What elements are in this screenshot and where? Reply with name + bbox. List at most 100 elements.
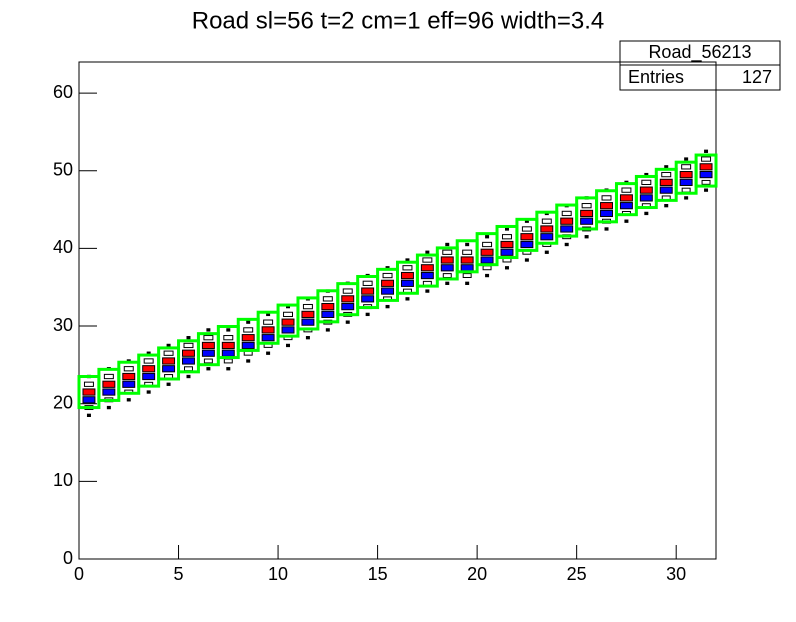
hit-box: [440, 264, 454, 272]
hit-box: [102, 388, 116, 396]
hit-box: [302, 303, 313, 310]
hit-box: [561, 210, 572, 217]
hit-box: [460, 264, 474, 272]
hit-box: [381, 279, 395, 287]
hit-box: [246, 320, 251, 324]
hit-box: [402, 265, 413, 271]
hit-box: [524, 258, 529, 262]
hit-box: [321, 303, 335, 311]
x-tick-label: 5: [174, 564, 184, 584]
hit-box: [305, 336, 310, 340]
hit-box: [123, 366, 134, 372]
hit-box: [82, 396, 96, 404]
hit-box: [445, 281, 450, 285]
hit-box: [679, 170, 693, 179]
hit-box: [701, 179, 711, 185]
hit-box: [684, 196, 689, 200]
hit-box: [644, 211, 649, 216]
hit-box: [462, 249, 473, 255]
y-tick-label: 0: [63, 548, 73, 568]
hit-box: [325, 328, 330, 332]
hit-box: [186, 336, 191, 340]
hit-box: [206, 328, 211, 332]
hit-box: [460, 256, 474, 264]
hit-box: [243, 327, 254, 333]
hit-box: [521, 226, 532, 232]
hit-box: [520, 240, 534, 249]
hit-box: [639, 194, 653, 202]
hit-box: [420, 264, 434, 272]
hit-box: [661, 171, 672, 178]
hit-box: [425, 289, 430, 293]
hit-box: [83, 381, 94, 387]
y-tick-label: 10: [53, 470, 73, 490]
road-box: [694, 153, 718, 188]
hit-box: [540, 225, 554, 233]
hit-box: [226, 328, 231, 332]
stats-box: Road_56213 Entries 127: [619, 40, 781, 91]
hit-box: [281, 318, 295, 326]
y-tick-label: 30: [53, 315, 73, 335]
hit-box: [699, 170, 713, 179]
hit-box: [223, 358, 233, 364]
hit-box: [619, 194, 633, 202]
hit-box: [684, 157, 689, 161]
hit-box: [659, 178, 673, 186]
hit-box: [362, 280, 373, 286]
hit-box: [681, 187, 691, 193]
hit-box: [520, 233, 534, 241]
hit-box: [541, 218, 552, 224]
hit-box: [142, 372, 156, 381]
hit-box: [146, 390, 151, 394]
hit-box: [560, 217, 574, 225]
hit-box: [581, 203, 592, 209]
hit-box: [462, 273, 472, 278]
hit-box: [102, 380, 116, 388]
hit-box: [201, 341, 215, 350]
hit-box: [440, 256, 454, 264]
hit-box: [342, 288, 353, 294]
hit-box: [445, 242, 450, 247]
hit-box: [221, 349, 235, 357]
hit-box: [624, 219, 629, 223]
hit-box: [281, 326, 295, 334]
hit-box: [182, 357, 195, 365]
hit-box: [341, 303, 355, 311]
hit-box: [241, 341, 255, 350]
hit-box: [223, 335, 234, 341]
hit-box: [162, 365, 176, 373]
hit-box: [143, 358, 154, 364]
hit-box: [639, 186, 653, 194]
hit-box: [266, 351, 271, 355]
hit-box: [206, 367, 211, 371]
hit-box: [500, 248, 514, 256]
hit-box: [699, 163, 713, 171]
hit-box: [580, 209, 594, 218]
hit-box: [600, 202, 613, 210]
x-tick-label: 0: [74, 564, 84, 584]
hit-box: [162, 357, 176, 365]
hit-box: [126, 398, 131, 402]
hit-box: [604, 227, 609, 231]
y-tick-label: 20: [53, 392, 73, 412]
hit-box: [400, 279, 414, 287]
chart-title: Road sl=56 t=2 cm=1 eff=96 width=3.4: [192, 7, 605, 34]
hit-box: [465, 281, 470, 285]
hit-box: [301, 318, 315, 326]
hit-box: [504, 227, 509, 231]
x-tick-label: 25: [567, 564, 587, 584]
hit-box: [664, 165, 669, 169]
hit-box: [122, 372, 136, 381]
hit-box: [382, 272, 393, 279]
hit-box: [221, 341, 235, 350]
hit-box: [485, 273, 490, 278]
hit-box: [420, 271, 434, 280]
hit-box: [381, 287, 395, 295]
hit-box: [184, 366, 193, 372]
hit-box: [465, 242, 470, 247]
hit-box: [246, 359, 251, 363]
hit-box: [504, 266, 509, 270]
hit-box: [122, 380, 136, 388]
hit-box: [203, 358, 213, 364]
hit-box: [584, 235, 589, 239]
